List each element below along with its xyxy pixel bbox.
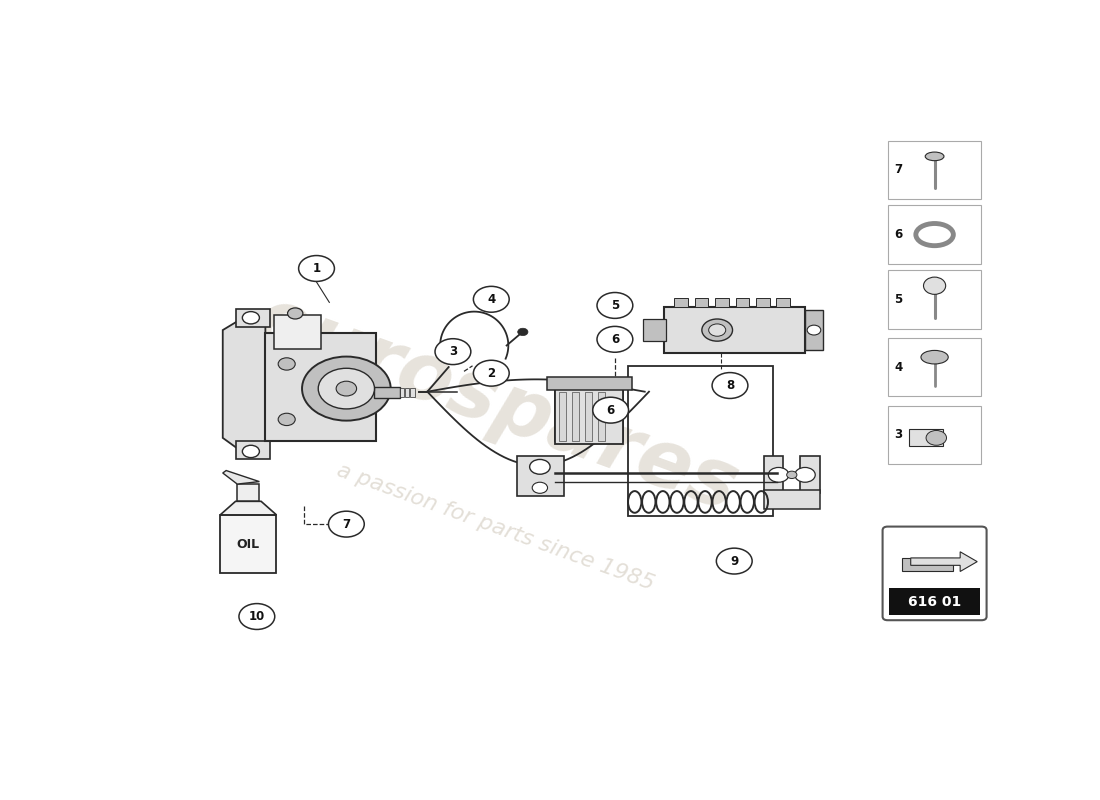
Text: 3: 3 [449, 345, 456, 358]
Bar [235, 309, 270, 327]
Ellipse shape [921, 350, 948, 364]
Text: 6: 6 [610, 333, 619, 346]
Bar [642, 319, 667, 341]
Bar [764, 490, 820, 509]
Bar [547, 377, 631, 390]
Bar [560, 392, 566, 441]
Circle shape [473, 360, 509, 386]
Bar [888, 206, 981, 264]
Circle shape [298, 255, 334, 282]
Circle shape [926, 430, 946, 446]
Text: 3: 3 [894, 428, 903, 442]
Circle shape [702, 319, 733, 341]
Circle shape [473, 286, 509, 312]
Bar [238, 484, 260, 502]
Bar [694, 298, 708, 307]
Circle shape [302, 357, 390, 421]
Circle shape [242, 446, 260, 458]
Bar [628, 366, 772, 516]
Bar [235, 441, 270, 459]
Bar [556, 389, 624, 444]
Circle shape [278, 358, 295, 370]
Bar [888, 141, 981, 199]
Circle shape [795, 467, 815, 482]
Circle shape [597, 326, 632, 352]
Circle shape [597, 293, 632, 318]
Bar [888, 338, 981, 396]
Circle shape [716, 548, 752, 574]
Text: 5: 5 [894, 293, 903, 306]
Text: 10: 10 [249, 610, 265, 623]
Circle shape [337, 382, 356, 396]
Bar [585, 392, 592, 441]
Text: OIL: OIL [236, 538, 260, 551]
Bar [804, 310, 823, 350]
Polygon shape [222, 314, 265, 454]
Text: 4: 4 [894, 361, 903, 374]
Text: 1: 1 [312, 262, 320, 275]
Bar [598, 392, 605, 441]
Circle shape [434, 338, 471, 365]
Bar [410, 388, 415, 397]
Bar [664, 307, 804, 353]
Bar [274, 314, 321, 349]
Circle shape [318, 368, 374, 409]
Polygon shape [220, 502, 276, 515]
Bar [374, 386, 400, 398]
Text: 4: 4 [487, 293, 495, 306]
Circle shape [593, 398, 628, 423]
Circle shape [532, 482, 548, 494]
Bar [756, 298, 770, 307]
Ellipse shape [925, 152, 944, 161]
Text: 6: 6 [894, 228, 903, 241]
Circle shape [278, 414, 295, 426]
Text: 616 01: 616 01 [908, 595, 961, 610]
Text: 8: 8 [726, 379, 734, 392]
Text: 5: 5 [610, 299, 619, 312]
Bar [674, 298, 688, 307]
Circle shape [518, 328, 528, 336]
Bar [220, 515, 276, 574]
Circle shape [708, 324, 726, 336]
Circle shape [329, 511, 364, 537]
Bar [888, 270, 981, 329]
Bar [777, 298, 790, 307]
Bar [715, 298, 728, 307]
Circle shape [242, 311, 260, 324]
Text: 7: 7 [894, 163, 903, 177]
Circle shape [239, 603, 275, 630]
Ellipse shape [924, 277, 946, 294]
FancyBboxPatch shape [882, 526, 987, 620]
Circle shape [768, 467, 789, 482]
Bar [800, 456, 820, 494]
Polygon shape [222, 470, 260, 484]
Text: 2: 2 [487, 366, 495, 380]
Text: 7: 7 [342, 518, 351, 530]
Circle shape [712, 373, 748, 398]
Circle shape [287, 308, 303, 319]
Circle shape [786, 471, 796, 478]
Bar [902, 558, 954, 571]
Text: 9: 9 [730, 554, 738, 567]
Bar [405, 388, 409, 397]
Bar [736, 298, 749, 307]
Text: eurospares: eurospares [243, 280, 748, 528]
Bar [400, 388, 405, 397]
Circle shape [530, 459, 550, 474]
Text: 6: 6 [606, 404, 615, 417]
Bar [517, 456, 563, 496]
Bar [764, 456, 783, 494]
Bar [265, 333, 376, 441]
Bar [909, 429, 943, 446]
Circle shape [807, 325, 821, 335]
Bar [556, 382, 624, 441]
Text: a passion for parts since 1985: a passion for parts since 1985 [334, 460, 657, 594]
Bar [888, 406, 981, 464]
Bar [890, 588, 980, 615]
Polygon shape [911, 552, 977, 571]
Bar [572, 392, 579, 441]
